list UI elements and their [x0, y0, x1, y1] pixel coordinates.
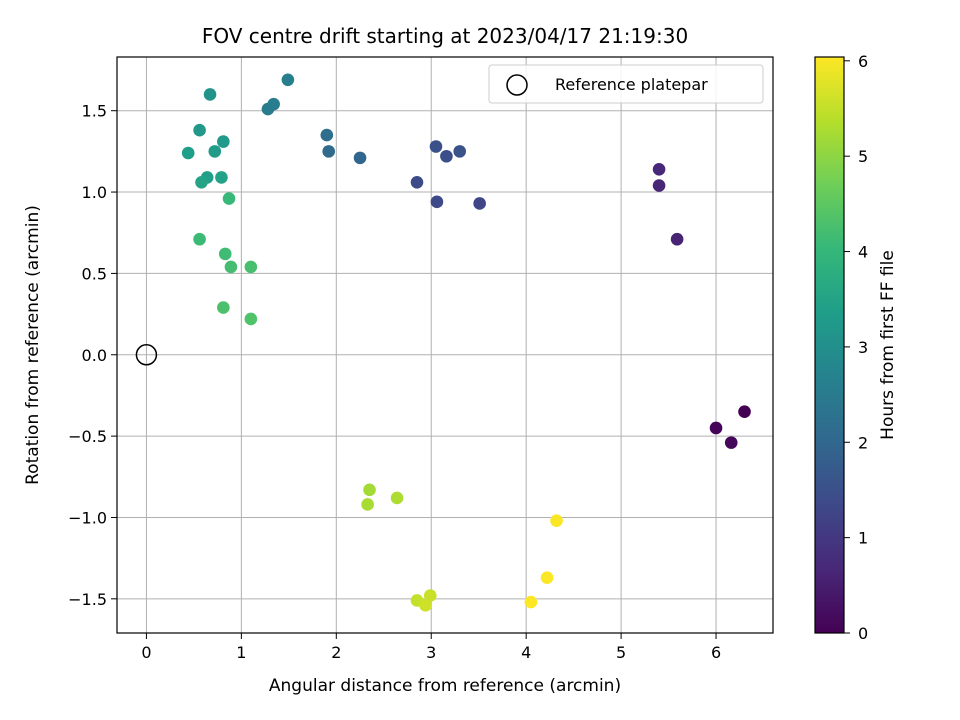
legend-marker-reference [506, 74, 528, 96]
data-point [524, 595, 538, 609]
data-point [215, 171, 228, 184]
data-point [281, 73, 295, 87]
colorbar: 0 1 2 3 4 5 6 Hours from first FF file [814, 52, 898, 643]
data-point [244, 260, 258, 274]
colorbar-label: Hours from first FF file [878, 250, 898, 440]
legend-label-reference: Reference platepar [555, 75, 708, 94]
colorbar-gradient [814, 56, 845, 634]
x-tick-label: 6 [711, 643, 721, 662]
data-point [429, 140, 443, 153]
y-tick-label: −1.5 [68, 590, 107, 609]
colorbar-tick-label: 2 [858, 433, 868, 452]
data-point [353, 151, 367, 165]
reference-marker [135, 344, 158, 366]
data-point [181, 146, 195, 160]
x-tick-label: 3 [426, 643, 436, 662]
legend: Reference platepar [488, 64, 764, 104]
y-axis-label: Rotation from reference (arcmin) [23, 205, 43, 485]
data-point [217, 135, 230, 148]
data-point [430, 195, 444, 209]
chart-title: FOV centre drift starting at 2023/04/17 … [202, 24, 688, 48]
x-axis-ticks: 0 1 2 3 4 5 6 [141, 633, 721, 662]
colorbar-tick-label: 5 [858, 147, 868, 166]
data-point [738, 405, 751, 419]
data-point [218, 247, 232, 261]
data-point [419, 599, 432, 612]
x-tick-label: 4 [521, 643, 531, 662]
data-point [203, 88, 217, 101]
data-point [244, 312, 258, 326]
data-point [320, 128, 334, 142]
y-tick-label: 1.5 [82, 102, 107, 121]
data-point [322, 145, 336, 158]
data-point [423, 589, 437, 602]
data-point [440, 149, 453, 163]
data-point [361, 498, 374, 511]
y-tick-label: 0.5 [82, 264, 107, 283]
data-point [540, 571, 554, 584]
colorbar-tick-label: 1 [858, 529, 868, 548]
data-point [390, 491, 404, 505]
grid-lines [117, 57, 773, 633]
data-point [709, 421, 723, 435]
data-point [410, 175, 424, 189]
colorbar-ticks: 0 1 2 3 4 5 6 [844, 52, 868, 643]
y-tick-label: 0.0 [82, 346, 107, 365]
data-point [363, 483, 376, 497]
y-tick-label: −0.5 [68, 427, 107, 446]
data-point [453, 145, 467, 158]
data-point [652, 162, 666, 176]
colorbar-tick-label: 0 [858, 624, 868, 643]
data-point [670, 232, 684, 246]
data-point [724, 436, 738, 449]
data-point [195, 175, 208, 189]
data-points [181, 73, 751, 612]
data-point [473, 197, 486, 210]
data-point [193, 232, 206, 246]
data-point [217, 301, 230, 314]
data-point [224, 260, 238, 274]
y-tick-label: −1.0 [68, 508, 107, 527]
colorbar-tick-label: 4 [858, 243, 868, 262]
x-axis-label: Angular distance from reference (arcmin) [269, 676, 621, 696]
x-tick-label: 0 [141, 643, 151, 662]
colorbar-tick-label: 6 [858, 52, 868, 71]
data-point [222, 192, 236, 205]
x-tick-label: 5 [616, 643, 626, 662]
legend-box [488, 64, 764, 104]
data-point [550, 514, 563, 528]
data-point [652, 179, 666, 192]
x-tick-label: 1 [236, 643, 246, 662]
y-axis-ticks: −1.5 −1.0 −0.5 0.0 0.5 1.0 1.5 [68, 102, 117, 609]
data-point [208, 145, 222, 158]
y-tick-label: 1.0 [82, 183, 107, 202]
data-point [267, 97, 280, 111]
x-tick-label: 2 [331, 643, 341, 662]
reference-point [135, 344, 158, 366]
plot-frame [116, 56, 774, 634]
colorbar-tick-label: 3 [858, 338, 868, 357]
data-point [193, 123, 206, 137]
